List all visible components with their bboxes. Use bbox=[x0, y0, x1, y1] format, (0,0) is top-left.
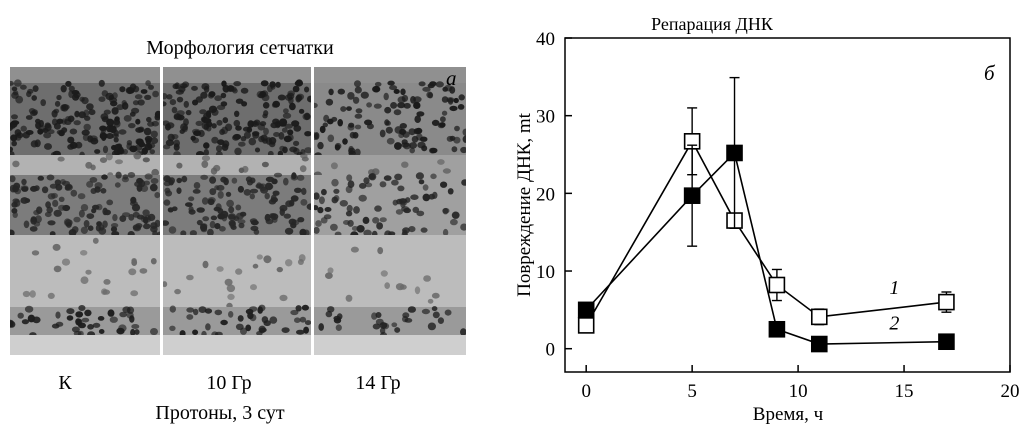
panel-a-title: Морфология сетчатки bbox=[146, 37, 334, 59]
sample-label-14gy: 14 Гр bbox=[355, 372, 401, 394]
panel-a-letter: а bbox=[446, 66, 457, 90]
series-2-point bbox=[726, 144, 743, 162]
histology-image-control bbox=[10, 67, 160, 355]
plot-frame bbox=[564, 37, 1011, 373]
series-2-point bbox=[810, 335, 828, 353]
panel-b: Репарация ДНК б Время, ч Повреждение ДНК… bbox=[480, 0, 1025, 427]
series-1-label: 1 bbox=[889, 277, 899, 299]
y-tick-label: 20 bbox=[536, 184, 555, 205]
x-tick-label: 15 bbox=[895, 381, 914, 402]
sample-label-10gy: 10 Гр bbox=[206, 372, 252, 394]
series-2-label: 2 bbox=[889, 313, 899, 335]
y-axis-label: Повреждение ДНК, mt bbox=[514, 112, 535, 297]
series-1-point bbox=[810, 308, 828, 326]
x-tick-label: 5 bbox=[687, 381, 697, 402]
histology-image-10gy bbox=[163, 67, 311, 355]
series-1-point bbox=[577, 317, 595, 334]
sample-label-control: К bbox=[58, 372, 72, 394]
y-tick-label: 0 bbox=[546, 340, 556, 361]
series-2-point bbox=[577, 301, 595, 319]
series-2-point bbox=[683, 187, 701, 204]
series-2-line bbox=[585, 151, 947, 345]
panel-a-caption: Протоны, 3 сут bbox=[155, 402, 285, 424]
x-tick-label: 20 bbox=[1001, 381, 1020, 402]
chart-title: Репарация ДНК bbox=[651, 14, 774, 34]
histology-image-14gy bbox=[314, 67, 466, 355]
chart-panel-letter: б bbox=[984, 61, 996, 85]
dna-repair-chart: Репарация ДНК б Время, ч Повреждение ДНК… bbox=[514, 14, 1020, 425]
y-tick-label: 40 bbox=[536, 29, 555, 50]
y-tick-label: 30 bbox=[536, 107, 555, 128]
x-tick-label: 10 bbox=[789, 381, 808, 402]
panel-a: Морфология сетчатки а К 10 Гр 14 Гр Прот… bbox=[0, 0, 480, 427]
x-tick-label: 0 bbox=[581, 381, 591, 402]
series-2-point bbox=[938, 333, 955, 351]
series-1-line bbox=[585, 139, 947, 326]
series-1-point bbox=[938, 293, 955, 311]
series-2-point bbox=[768, 320, 786, 338]
series-1-point bbox=[768, 276, 786, 294]
y-tick-label: 10 bbox=[536, 262, 555, 283]
x-axis-label: Время, ч bbox=[753, 404, 824, 425]
